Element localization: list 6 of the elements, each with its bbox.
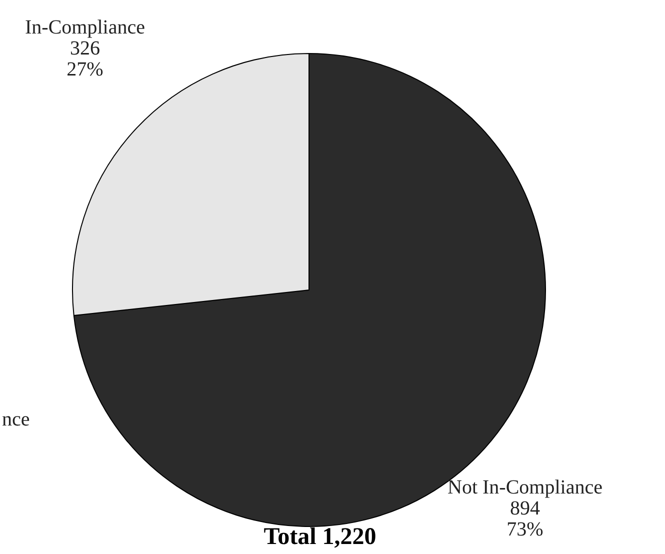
slice-label: In-Compliance [25, 16, 146, 38]
text: nce [2, 408, 30, 430]
data-label: 894 73% [506, 497, 544, 540]
data-label: 326 27% [66, 37, 104, 80]
slice-label: Not In-Compliance [448, 476, 603, 498]
text: Total 1,220 [264, 524, 376, 550]
